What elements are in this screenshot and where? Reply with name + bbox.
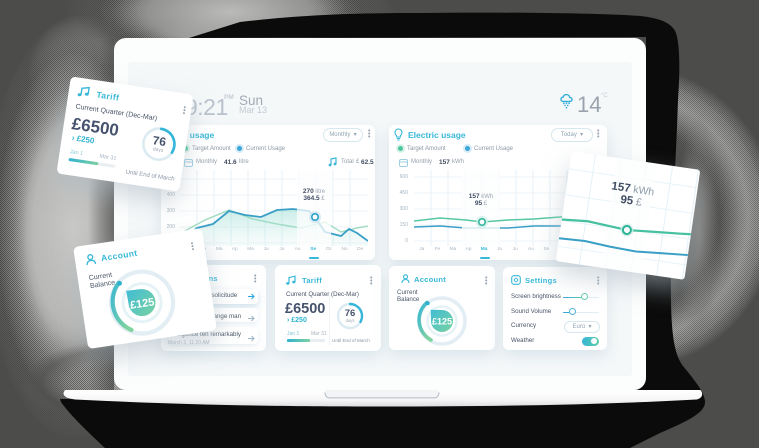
svg-text:£125: £125 [129,296,155,311]
svg-text:£125: £125 [432,317,452,327]
